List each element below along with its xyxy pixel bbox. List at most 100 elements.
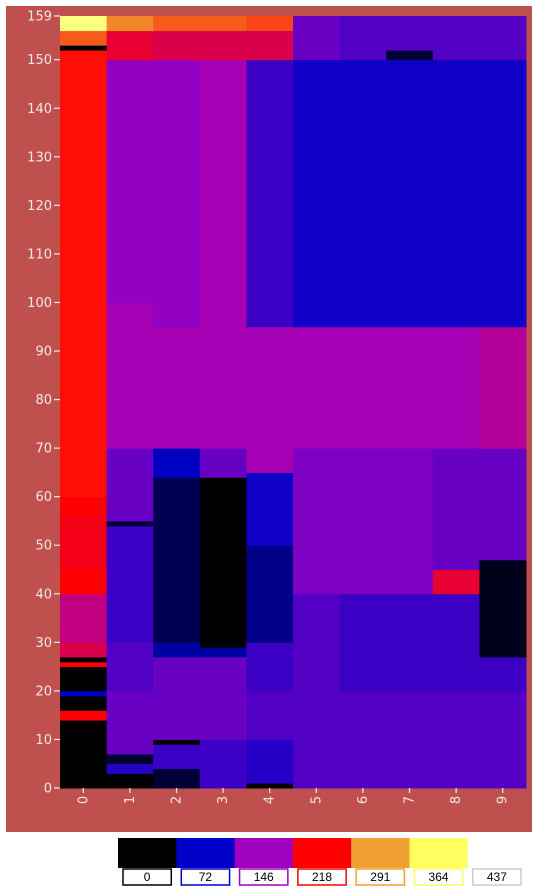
heatmap-cell xyxy=(246,739,294,784)
heatmap-cell xyxy=(386,448,434,595)
heatmap-cell xyxy=(106,763,154,774)
heatmap-cell xyxy=(246,690,294,740)
heatmap-cell xyxy=(106,773,154,789)
heatmap-cell xyxy=(199,16,247,32)
legend-value-label: 0 xyxy=(144,870,151,884)
x-tick-label: 0 xyxy=(76,796,91,804)
heatmap-cell xyxy=(432,569,480,595)
heatmap-cell xyxy=(153,16,201,32)
heatmap-cell xyxy=(153,477,201,643)
y-tick-label: 90 xyxy=(35,345,52,360)
heatmap-cell xyxy=(432,448,480,571)
x-tick-label: 4 xyxy=(263,796,278,804)
heatmap-cell xyxy=(246,545,294,643)
legend-value-label: 218 xyxy=(312,870,332,884)
y-tick-label: 0 xyxy=(44,782,52,797)
heatmap-cell xyxy=(432,690,480,789)
heatmap-cell xyxy=(60,569,108,595)
heatmap-cell xyxy=(60,720,108,789)
x-tick-label: 7 xyxy=(403,796,418,804)
color-legend: 0 72 146 218 291 364 437 xyxy=(118,838,527,886)
heatmap-cell xyxy=(60,695,108,711)
heatmap-cell xyxy=(153,59,201,328)
y-axis: 0 10 20 30 40 50 60 70 80 90 100 110 120 130 140 150 159 xyxy=(27,10,60,797)
y-tick-label: 10 xyxy=(35,733,52,748)
heatmap-cell xyxy=(106,302,154,449)
heatmap-cell xyxy=(293,16,341,61)
heatmap-cell xyxy=(153,30,201,61)
heatmap-cell xyxy=(60,690,108,697)
y-tick-label: 40 xyxy=(35,587,52,602)
heatmap-cell xyxy=(479,16,527,61)
heatmap-cell xyxy=(60,45,108,51)
heatmap-cell xyxy=(60,661,108,668)
x-tick-label: 8 xyxy=(449,796,464,804)
heatmap-cell xyxy=(106,754,154,765)
heatmap-cell xyxy=(199,477,247,648)
heatmap-cell xyxy=(246,16,294,32)
heatmap-cell xyxy=(153,642,201,658)
y-tick-label: 30 xyxy=(35,636,52,651)
heatmap-cell xyxy=(60,666,108,692)
heatmap-cell xyxy=(199,656,247,740)
heatmap-cell xyxy=(479,690,527,789)
heatmap-cell xyxy=(386,690,434,789)
legend-value-label: 291 xyxy=(370,870,390,884)
heatmap-cell xyxy=(106,690,154,755)
heatmap-cell xyxy=(153,768,201,789)
heatmap-cell xyxy=(60,710,108,721)
heatmap-cell xyxy=(60,16,108,32)
heatmap-cell xyxy=(153,744,201,770)
legend-value-label: 437 xyxy=(487,870,507,884)
heatmap-cell xyxy=(106,525,154,643)
x-tick-label: 1 xyxy=(123,796,138,804)
legend-value-label: 146 xyxy=(254,870,274,884)
heatmap-cell xyxy=(153,326,201,449)
heatmap-cell xyxy=(386,16,434,51)
heatmap-cell xyxy=(479,656,527,692)
legend-swatch xyxy=(234,838,294,868)
heatmap-cell xyxy=(386,326,434,449)
heatmap-cell xyxy=(106,448,154,522)
heatmap-cell xyxy=(339,326,387,449)
legend-value-box xyxy=(355,868,406,886)
x-tick-label: 3 xyxy=(216,796,231,804)
y-tick-label: 20 xyxy=(35,684,52,699)
legend-swatch xyxy=(409,838,469,868)
heatmap-cell xyxy=(199,647,247,658)
heatmap-cell xyxy=(246,59,294,328)
x-axis: 0 1 2 3 4 5 6 7 8 9 xyxy=(76,788,511,804)
heatmap-cell xyxy=(60,30,108,46)
heatmap-cell xyxy=(106,642,154,692)
legend-swatch xyxy=(467,838,527,868)
heatmap-cell xyxy=(246,642,294,692)
heatmap-cell xyxy=(479,326,527,449)
heatmap-cell xyxy=(246,472,294,546)
heatmap-cell xyxy=(199,326,247,449)
heatmap-cell xyxy=(293,448,341,595)
heatmap-cell xyxy=(432,593,480,692)
heatmap-cell xyxy=(106,59,154,303)
y-tick-label: 70 xyxy=(35,442,52,457)
x-tick-label: 5 xyxy=(309,796,324,804)
legend-value-box xyxy=(297,868,347,886)
legend-value-label: 364 xyxy=(429,870,449,884)
y-tick-label: 110 xyxy=(27,247,52,262)
heatmap-cell xyxy=(479,59,527,328)
heatmap-cell xyxy=(106,16,154,32)
heatmap-cell xyxy=(339,593,387,692)
x-tick-label: 9 xyxy=(496,796,511,804)
heatmap-cell xyxy=(199,739,247,789)
heatmap-cell xyxy=(246,326,294,473)
heatmap-cell xyxy=(339,690,387,789)
heatmap-cell xyxy=(60,656,108,663)
heatmap-cell xyxy=(153,656,201,740)
heatmap-cell xyxy=(293,690,341,789)
heatmap-cell xyxy=(246,783,294,789)
heatmap-cell xyxy=(479,448,527,561)
legend-value-box xyxy=(180,868,231,886)
legend-value-label: 72 xyxy=(199,870,213,884)
heatmap-cell xyxy=(199,59,247,328)
y-tick-label: 80 xyxy=(35,393,52,408)
